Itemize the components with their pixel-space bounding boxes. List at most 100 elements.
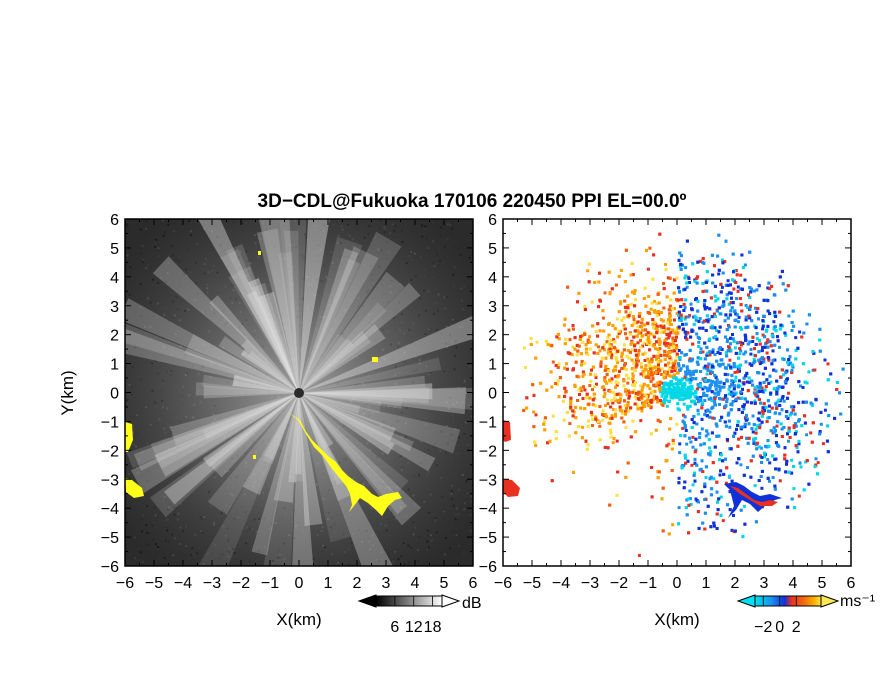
velocity-pixel: [610, 399, 614, 402]
velocity-pixel: [782, 357, 786, 361]
velocity-pixel: [821, 442, 825, 446]
velocity-pixel: [631, 390, 635, 394]
velocity-pixel: [792, 424, 796, 428]
x-tick-label: −2: [232, 575, 250, 592]
x-tick-label: 6: [469, 575, 478, 592]
velocity-pixel: [752, 423, 756, 427]
velocity-pixel: [790, 370, 794, 374]
velocity-pixel: [650, 359, 654, 363]
velocity-pixel: [673, 318, 676, 322]
velocity-pixel: [602, 329, 606, 333]
velocity-pixel: [667, 334, 671, 338]
velocity-pixel: [574, 416, 578, 420]
velocity-pixel: [615, 439, 619, 443]
velocity-pixel: [705, 345, 709, 349]
velocity-pixel: [609, 431, 613, 435]
velocity-pixel: [725, 297, 729, 301]
velocity-pixel: [713, 445, 717, 449]
velocity-pixel: [577, 291, 581, 295]
velocity-pixel: [761, 327, 765, 331]
velocity-pixel: [612, 369, 615, 373]
velocity-pixel: [568, 422, 572, 425]
velocity-pixel: [664, 337, 668, 341]
velocity-pixel: [604, 356, 608, 360]
velocity-pixel: [794, 424, 798, 428]
velocity-pixel: [798, 330, 802, 334]
velocity-pixel: [829, 372, 833, 376]
velocity-pixel: [669, 417, 673, 421]
velocity-pixel: [661, 529, 665, 533]
velocity-pixel: [677, 522, 681, 526]
velocity-pixel: [613, 327, 617, 331]
velocity-pixel: [598, 424, 602, 428]
velocity-pixel: [643, 359, 647, 362]
velocity-pixel: [571, 409, 575, 413]
velocity-pixel: [823, 408, 827, 412]
velocity-pixel: [774, 329, 778, 333]
velocity-pixel: [743, 425, 747, 429]
velocity-pixel: [695, 463, 699, 467]
velocity-pixel: [728, 508, 732, 512]
velocity-pixel: [755, 310, 759, 314]
velocity-pixel: [654, 327, 658, 331]
velocity-pixel: [611, 441, 615, 445]
velocity-pixel: [717, 268, 721, 272]
velocity-pixel: [700, 406, 704, 410]
velocity-pixel: [525, 406, 529, 410]
velocity-pixel: [718, 388, 722, 392]
velocity-pixel: [689, 379, 693, 383]
velocity-pixel: [803, 421, 807, 425]
velocity-pixel: [682, 327, 685, 331]
velocity-pixel: [602, 343, 606, 347]
velocity-pixel: [650, 466, 654, 469]
velocity-pixel: [762, 314, 765, 318]
velocity-pixel: [693, 369, 697, 373]
velocity-pixel: [698, 432, 702, 435]
velocity-pixel: [800, 335, 804, 339]
velocity-pixel: [736, 320, 740, 324]
velocity-pixel: [797, 419, 800, 423]
velocity-pixel: [729, 301, 733, 305]
velocity-pixel: [688, 377, 692, 381]
velocity-pixel: [577, 375, 581, 379]
velocity-pixel: [747, 422, 751, 426]
velocity-pixel: [578, 338, 582, 341]
velocity-pixel: [706, 351, 710, 355]
velocity-pixel: [640, 406, 644, 410]
velocity-pixel: [728, 490, 732, 494]
velocity-pixel: [542, 422, 546, 426]
velocity-pixel: [628, 394, 631, 398]
velocity-pixel: [726, 413, 730, 417]
velocity-pixel: [670, 469, 674, 472]
velocity-pixel: [732, 340, 736, 343]
velocity-pixel: [731, 333, 734, 336]
velocity-pixel: [813, 368, 817, 372]
velocity-pixel: [677, 364, 681, 368]
velocity-pixel: [725, 438, 729, 441]
velocity-pixel: [586, 424, 590, 428]
velocity-pixel: [750, 363, 754, 367]
velocity-pixel: [619, 397, 622, 401]
velocity-pixel: [731, 301, 735, 305]
velocity-pixel: [609, 350, 612, 354]
velocity-pixel: [661, 381, 665, 385]
velocity-pixel: [730, 479, 734, 483]
velocity-pixel: [752, 358, 756, 361]
velocity-pixel: [719, 397, 723, 401]
velocity-pixel: [689, 373, 693, 377]
velocity-pixel: [734, 397, 738, 401]
velocity-pixel: [712, 312, 716, 316]
velocity-pixel: [639, 419, 643, 423]
velocity-pixel: [678, 251, 682, 255]
velocity-pixel: [724, 404, 728, 408]
velocity-pixel: [736, 289, 740, 293]
velocity-pixel: [743, 278, 747, 282]
velocity-pixel: [744, 360, 748, 364]
velocity-pixel: [660, 367, 664, 371]
velocity-pixel: [677, 378, 681, 382]
velocity-pixel: [631, 374, 635, 378]
velocity-pixel: [622, 316, 626, 320]
velocity-pixel: [732, 514, 735, 517]
velocity-pixel: [681, 382, 684, 386]
velocity-pixel: [608, 346, 612, 350]
